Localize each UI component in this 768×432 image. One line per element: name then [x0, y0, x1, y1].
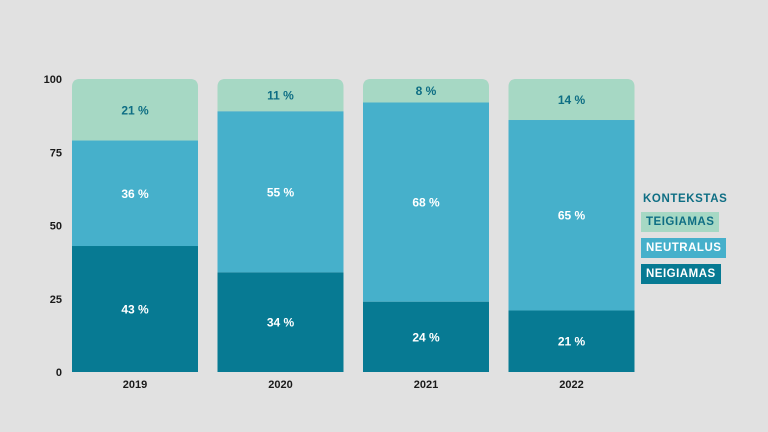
- bar-segment-neigiamas: [72, 246, 198, 372]
- bar-segment-neutralus: [72, 140, 198, 247]
- y-tick-label: 75: [50, 147, 62, 159]
- data-label: 68 %: [412, 196, 440, 210]
- legend-title: KONTEKSTAS: [643, 193, 728, 205]
- legend: KONTEKSTAS TEIGIAMAS NEUTRALUS NEIGIAMAS: [641, 193, 731, 290]
- legend-item-teigiamas: TEIGIAMAS: [641, 212, 720, 232]
- data-label: 43 %: [121, 303, 149, 317]
- y-tick-label: 0: [56, 367, 62, 379]
- data-label: 11 %: [267, 89, 294, 103]
- bar-segment-teigiamas: [508, 79, 635, 121]
- bar-segment-neutralus: [363, 102, 489, 302]
- legend-item-neigiamas: NEIGIAMAS: [641, 264, 721, 284]
- data-label: 8 %: [416, 84, 437, 98]
- bar-segment-neutralus: [217, 111, 344, 273]
- bar-segment-teigiamas: [217, 79, 344, 112]
- data-label: 34 %: [267, 316, 295, 330]
- data-label: 24 %: [412, 330, 440, 344]
- y-tick-label: 100: [44, 74, 62, 86]
- bar-segment-neutralus: [508, 120, 635, 311]
- data-label: 21 %: [558, 335, 586, 349]
- bar-segment-teigiamas: [363, 79, 489, 103]
- data-label: 14 %: [558, 93, 586, 107]
- bar-segment-teigiamas: [72, 79, 198, 141]
- legend-item-neutralus: NEUTRALUS: [641, 238, 727, 258]
- legend-row: TEIGIAMAS: [641, 212, 731, 238]
- bar-segment-neigiamas: [508, 310, 635, 372]
- bar-segment-neigiamas: [363, 301, 489, 372]
- x-category-label: 2021: [414, 379, 438, 391]
- legend-items: TEIGIAMAS NEUTRALUS NEIGIAMAS: [641, 212, 731, 290]
- y-tick-label: 50: [50, 221, 62, 233]
- legend-row: NEIGIAMAS: [641, 264, 731, 290]
- data-label: 21 %: [121, 103, 149, 117]
- legend-row: NEUTRALUS: [641, 238, 731, 264]
- x-category-label: 2020: [268, 379, 292, 391]
- y-tick-label: 25: [50, 294, 62, 306]
- x-category-label: 2022: [559, 379, 583, 391]
- data-label: 65 %: [558, 209, 586, 223]
- data-label: 55 %: [267, 185, 295, 199]
- bar-segment-neigiamas: [217, 272, 344, 372]
- data-label: 36 %: [121, 187, 149, 201]
- x-category-label: 2019: [123, 379, 147, 391]
